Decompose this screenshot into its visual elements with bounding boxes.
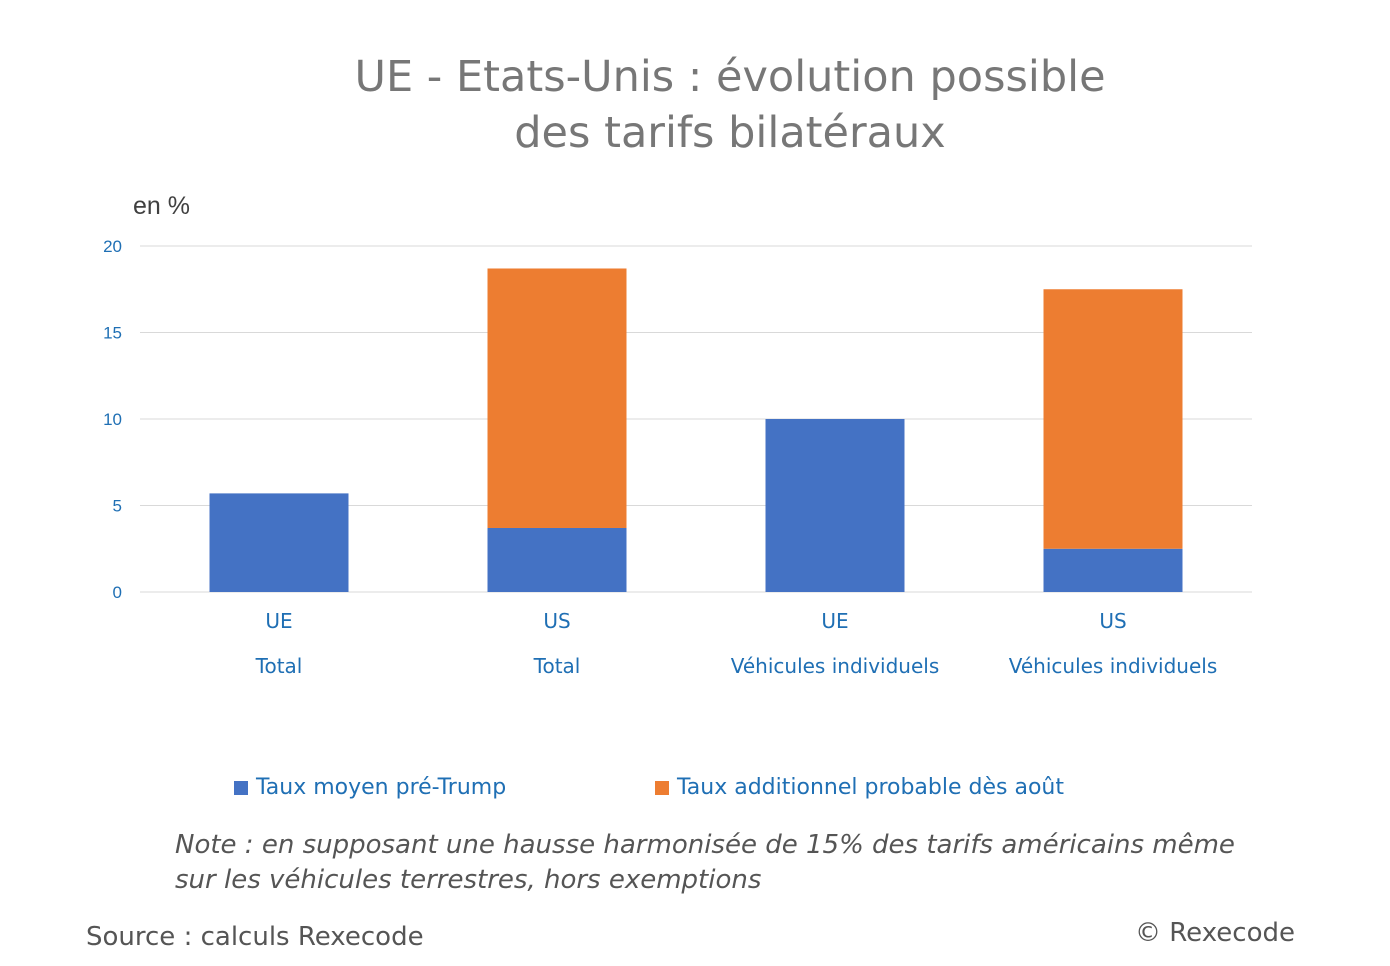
bar-segment-additional: [1043, 289, 1183, 549]
x-category-label: UE: [821, 609, 848, 633]
legend-label-additional: Taux additionnel probable dès août: [677, 775, 1064, 800]
source-text: Source : calculs Rexecode: [86, 922, 424, 952]
bar-segment-pre-trump: [209, 493, 349, 592]
chart-title-line-2: des tarifs bilatéraux: [514, 108, 946, 158]
x-category-sublabel: Total: [533, 654, 581, 678]
bar-segment-additional: [487, 268, 627, 528]
legend-item-pre-trump: Taux moyen pré-Trump: [234, 775, 506, 800]
chart-note: Note : en supposant une hausse harmonisé…: [175, 828, 1275, 898]
legend-swatch-pre-trump: [234, 780, 248, 795]
x-category-label: US: [1099, 609, 1126, 633]
x-category-label: UE: [265, 609, 292, 633]
bar-segment-pre-trump: [487, 527, 627, 592]
x-category-sublabel: Total: [255, 654, 303, 678]
y-tick-label: 0: [113, 583, 122, 602]
bar-chart: 0 5 10 15 20 UE Total US Total UE Véhicules indivi…: [103, 237, 1252, 678]
copyright-text: © Rexecode: [1135, 918, 1295, 948]
bar-segment-pre-trump: [1043, 548, 1183, 592]
y-tick-label: 20: [103, 237, 122, 256]
legend-swatch-additional: [655, 780, 669, 795]
note-line-1: Note : en supposant une hausse harmonisé…: [175, 830, 1235, 860]
x-category-sublabel: Véhicules individuels: [1009, 654, 1218, 678]
y-tick-label: 5: [113, 497, 122, 516]
y-tick-label: 10: [103, 410, 122, 429]
note-line-2: sur les véhicules terrestres, hors exemp…: [175, 865, 762, 895]
y-axis-unit-label: en %: [133, 192, 190, 220]
y-tick-label: 15: [103, 324, 122, 343]
x-category-sublabel: Véhicules individuels: [731, 654, 940, 678]
bar-segment-pre-trump: [765, 419, 905, 592]
chart-title-line-1: UE - Etats-Unis : évolution possible: [354, 52, 1106, 102]
legend-label-pre-trump: Taux moyen pré-Trump: [256, 775, 507, 800]
x-category-label: US: [543, 609, 570, 633]
legend-item-additional: Taux additionnel probable dès août: [655, 775, 1064, 800]
